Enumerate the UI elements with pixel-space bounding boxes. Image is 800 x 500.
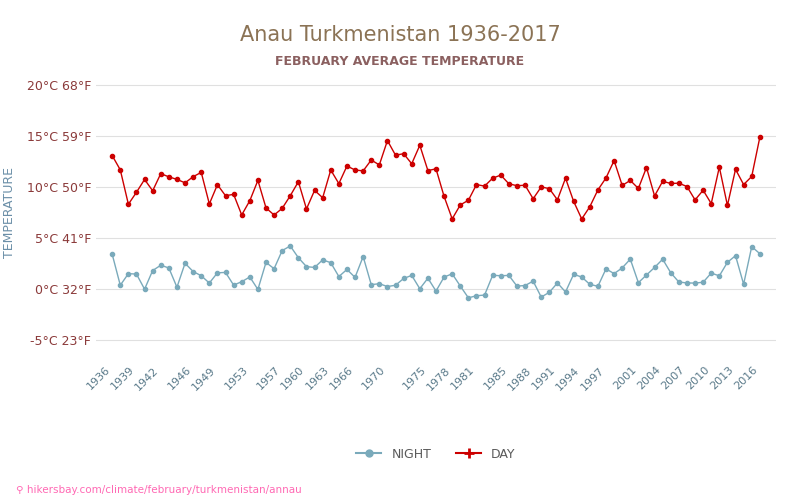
Text: ⚲ hikersbay.com/climate/february/turkmenistan/annau: ⚲ hikersbay.com/climate/february/turkmen…	[16, 485, 302, 495]
Text: FEBRUARY AVERAGE TEMPERATURE: FEBRUARY AVERAGE TEMPERATURE	[275, 55, 525, 68]
Legend: NIGHT, DAY: NIGHT, DAY	[351, 443, 521, 466]
Y-axis label: TEMPERATURE: TEMPERATURE	[2, 167, 15, 258]
Text: Anau Turkmenistan 1936-2017: Anau Turkmenistan 1936-2017	[240, 25, 560, 45]
